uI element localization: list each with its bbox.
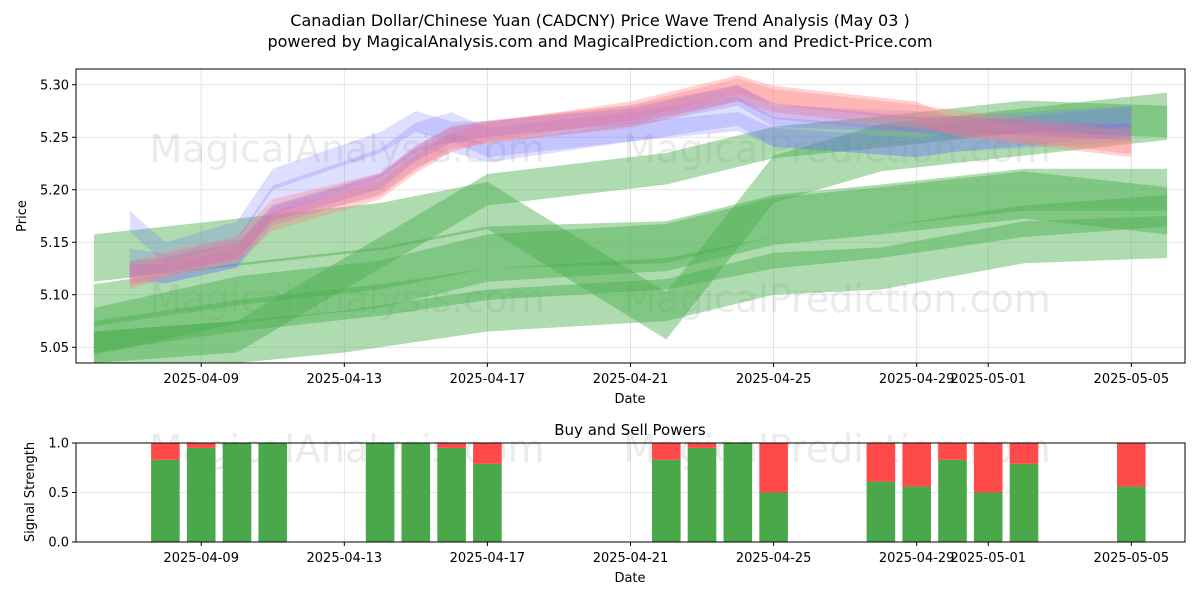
signal-y-ticks: 0.0 0.5 1.0 — [48, 437, 76, 551]
sell-bar — [437, 443, 466, 448]
buy-bar — [473, 463, 502, 542]
sell-bar — [1117, 443, 1146, 487]
wave-band-green-0 — [93, 92, 1168, 340]
buy-bar — [687, 447, 717, 542]
buy-bar — [151, 459, 180, 542]
buy-bar — [222, 443, 252, 542]
buy-bar — [759, 492, 788, 542]
price-watermarks: MagicalAnalysis.com MagicalPrediction.co… — [149, 127, 1050, 321]
signal-y-label: Signal Strength — [23, 442, 38, 542]
signal-bars — [151, 443, 1146, 542]
chart-title: Canadian Dollar/Chinese Yuan (CADCNY) Pr… — [290, 11, 909, 30]
buy-bar — [365, 443, 395, 542]
price-x-ticks: 2025-04-09 2025-04-13 2025-04-17 2025-04-21… — [163, 363, 1169, 387]
signal-x-tick-label: 2025-05-05 — [1094, 551, 1170, 566]
sell-bar — [473, 443, 502, 464]
buy-bar — [723, 443, 753, 542]
watermark-analysis-mid: MagicalAnalysis.com — [149, 277, 544, 321]
buy-bar — [258, 443, 287, 542]
signal-y-tick-label: 0.5 — [48, 486, 69, 501]
sell-bar — [973, 443, 1003, 493]
sell-bar — [759, 443, 788, 493]
chart-subtitle: powered by MagicalAnalysis.com and Magic… — [267, 32, 932, 51]
wave-band-blue-7 — [129, 84, 1132, 264]
signal-x-tick-label: 2025-05-01 — [950, 551, 1026, 566]
buy-bar — [186, 447, 216, 542]
signal-x-tick-label: 2025-04-21 — [593, 551, 669, 566]
signal-y-tick-label: 1.0 — [48, 437, 69, 452]
buy-bar — [938, 459, 967, 542]
price-x-tick-label: 2025-05-05 — [1094, 372, 1170, 387]
price-x-tick-label: 2025-04-09 — [163, 372, 239, 387]
wave-band-red-10 — [129, 75, 1132, 289]
price-x-tick-label: 2025-05-01 — [950, 372, 1026, 387]
price-x-tick-label: 2025-04-13 — [307, 372, 383, 387]
sell-bar — [652, 443, 681, 460]
buy-bar — [902, 486, 931, 542]
watermark-prediction-top: MagicalPrediction.com — [623, 127, 1051, 171]
price-x-label: Date — [614, 392, 645, 407]
buy-bar — [1117, 486, 1146, 542]
price-x-tick-label: 2025-04-29 — [879, 372, 955, 387]
sell-bar — [186, 443, 216, 448]
signal-x-ticks: 2025-04-09 2025-04-13 2025-04-17 2025-04-21… — [163, 542, 1169, 566]
buy-bar — [437, 447, 466, 542]
signal-panel: Buy and Sell Powers MagicalAnalysis.com … — [23, 421, 1186, 586]
signal-title: Buy and Sell Powers — [554, 421, 706, 439]
wave-band-blue-6 — [129, 96, 1132, 284]
sell-bar — [687, 443, 717, 448]
signal-x-label: Date — [614, 571, 645, 586]
sell-bar — [1009, 443, 1039, 464]
watermark-prediction-mid: MagicalPrediction.com — [623, 277, 1051, 321]
buy-bar — [866, 481, 896, 542]
sell-bar — [151, 443, 180, 460]
price-grid — [76, 69, 1185, 363]
price-y-tick-label: 5.30 — [40, 78, 69, 93]
wave-band-green-1 — [93, 168, 1168, 327]
price-y-tick-label: 5.15 — [40, 236, 69, 251]
buy-bar — [652, 459, 681, 542]
price-y-label: Price — [15, 200, 30, 232]
price-y-ticks: 5.05 5.10 5.15 5.20 5.25 5.30 — [40, 78, 76, 356]
price-y-tick-label: 5.25 — [40, 131, 69, 146]
wave-band-blue-8 — [129, 112, 1132, 284]
price-panel: MagicalAnalysis.com MagicalPrediction.co… — [15, 68, 1186, 407]
price-y-tick-label: 5.10 — [40, 288, 69, 303]
sell-bar — [938, 443, 967, 460]
wave-band-red-9 — [129, 78, 1132, 286]
buy-bar — [973, 492, 1003, 542]
wave-band-green-5 — [93, 100, 1168, 363]
price-y-tick-label: 5.20 — [40, 183, 69, 198]
signal-x-tick-label: 2025-04-25 — [736, 551, 812, 566]
signal-x-tick-label: 2025-04-29 — [879, 551, 955, 566]
signal-x-tick-label: 2025-04-17 — [450, 551, 526, 566]
buy-bar — [1009, 463, 1039, 542]
signal-x-tick-label: 2025-04-13 — [307, 551, 383, 566]
price-x-tick-label: 2025-04-21 — [593, 372, 669, 387]
watermark-analysis-top: MagicalAnalysis.com — [149, 127, 544, 171]
buy-bar — [401, 443, 431, 542]
price-wave-bands — [93, 75, 1168, 363]
price-x-tick-label: 2025-04-25 — [736, 372, 812, 387]
signal-x-tick-label: 2025-04-09 — [163, 551, 239, 566]
wave-band-green-2 — [93, 171, 1168, 356]
sell-bar — [902, 443, 931, 487]
sell-bar — [866, 443, 896, 482]
wave-band-green-3 — [93, 195, 1168, 353]
wave-band-purple-11 — [129, 85, 1132, 277]
signal-y-tick-label: 0.0 — [48, 536, 69, 551]
price-y-tick-label: 5.05 — [40, 341, 69, 356]
price-x-tick-label: 2025-04-17 — [450, 372, 526, 387]
wave-band-green-4 — [93, 216, 1168, 363]
